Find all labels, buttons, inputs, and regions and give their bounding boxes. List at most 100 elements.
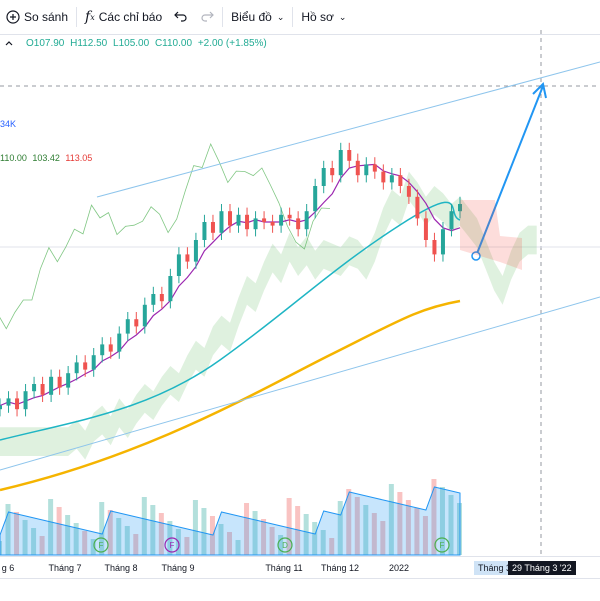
candle-body [262,218,267,222]
volume-bar [158,513,164,555]
volume-bar [431,479,437,555]
time-axis-highlight-month: Tháng 3 [474,561,516,575]
volume-bar [14,512,20,555]
profile-menu-button[interactable]: Hồ sơ ⌄ [295,0,352,34]
candle-body [287,214,292,219]
projection-arrow-line [475,85,544,257]
volume-bar [269,527,275,555]
volume-bar [405,500,411,555]
volume-bar [56,507,62,555]
toolbar-divider [222,7,224,27]
time-axis-label: Tháng 8 [104,563,138,573]
candle-body [381,171,386,183]
candle-body [338,150,343,176]
volume-bar [303,514,309,555]
volume-bar [244,503,250,555]
time-axis-label: g 6 [1,563,15,573]
candle-body [355,160,360,176]
candle-body [423,218,428,240]
candle-body [6,398,11,406]
event-marker-icon [164,537,180,553]
volume-bar [439,487,445,555]
volume-indicator-value: 34K [0,119,17,129]
profile-menu-label: Hồ sơ [301,10,334,24]
candle-body [389,175,394,183]
chevron-down-icon: ⌄ [276,11,285,22]
volume-bar [354,497,360,555]
volume-bar [90,539,96,555]
ichimoku-value-2: 103.42 [32,153,60,163]
chart-menu-label: Biểu đồ [231,10,272,24]
candle-body [364,164,369,176]
candle-body [415,196,420,219]
volume-bar [82,531,88,555]
volume-bar [388,484,394,555]
volume-bar [0,541,2,555]
low-value: L105.00 [113,37,150,49]
candle-body [245,214,250,230]
volume-bar [397,492,403,555]
legend-collapse-icon[interactable] [4,38,14,48]
candle-body [151,294,156,305]
volume-bar [48,499,54,555]
volume-bar [227,532,232,555]
volume-bar [346,489,352,555]
lagging-span-line [0,142,331,330]
event-marker-icon [277,537,293,553]
candle-body [347,150,352,161]
candle-body [117,333,122,352]
volume-bar [286,498,292,555]
crosshair-date-label: 29 Tháng 3 '22 [508,561,576,575]
event-marker-label: D [282,541,288,550]
candle-body [330,168,335,176]
candle-body [66,373,71,388]
time-axis-label: Tháng 9 [161,563,195,573]
compare-label: So sánh [24,10,69,24]
volume-bar [422,516,428,555]
volume-bar [39,536,45,555]
event-marker-icon [93,537,109,553]
volume-bar [278,535,284,555]
ichimoku-legend: 110.00 103.42 113.05 [0,153,92,163]
candle-body [49,376,54,395]
candle-body [304,211,309,230]
volume-bar [141,497,147,555]
candle-body [185,254,190,262]
indicators-label: Các chỉ báo [98,10,163,24]
compare-button[interactable]: So sánh [0,0,74,34]
volume-bar [448,495,454,555]
candle-body [219,211,224,233]
undo-button[interactable] [168,0,194,34]
candle-body [32,384,37,392]
time-axis-label: Tháng 7 [48,563,82,573]
event-marker-label: F [440,541,445,550]
volume-bar [124,526,130,555]
candle-body [108,344,113,352]
volume-bar [312,522,318,555]
candle-body [91,355,96,370]
volume-bar [22,520,28,555]
ohlc-legend: O107.90 H112.50 L105.00 C110.00 +2.00 (+… [0,36,270,50]
channel-upper-line [96,61,600,198]
high-value: H112.50 [70,37,108,49]
volume-bar [107,510,113,555]
chart-menu-button[interactable]: Biểu đồ ⌄ [225,0,290,34]
candle-body [321,168,326,186]
volume-bar [192,500,198,555]
candle-body [449,211,454,230]
redo-button[interactable] [194,0,220,34]
candle-body [296,218,301,230]
candle-body [100,344,105,356]
time-axis[interactable]: g 6 Tháng 7 Tháng 8 Tháng 9 Tháng 11 Thá… [0,556,600,579]
change-value: +2.00 (+1.85%) [197,37,267,49]
candle-body [193,240,198,262]
candle-body [398,175,403,186]
volume-bar [116,518,122,555]
candle-body [236,214,241,226]
undo-icon [174,10,188,25]
volume-bar [201,508,207,555]
volume-bar [209,516,215,555]
